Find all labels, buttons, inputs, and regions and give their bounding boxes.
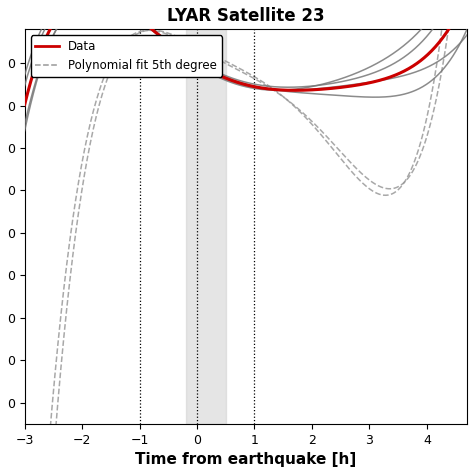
Legend: Data, Polynomial fit 5th degree: Data, Polynomial fit 5th degree	[30, 35, 222, 76]
Bar	[185, 29, 226, 424]
Title: LYAR Satellite 23: LYAR Satellite 23	[167, 7, 325, 25]
X-axis label: Time from earthquake [h]: Time from earthquake [h]	[135, 452, 356, 467]
